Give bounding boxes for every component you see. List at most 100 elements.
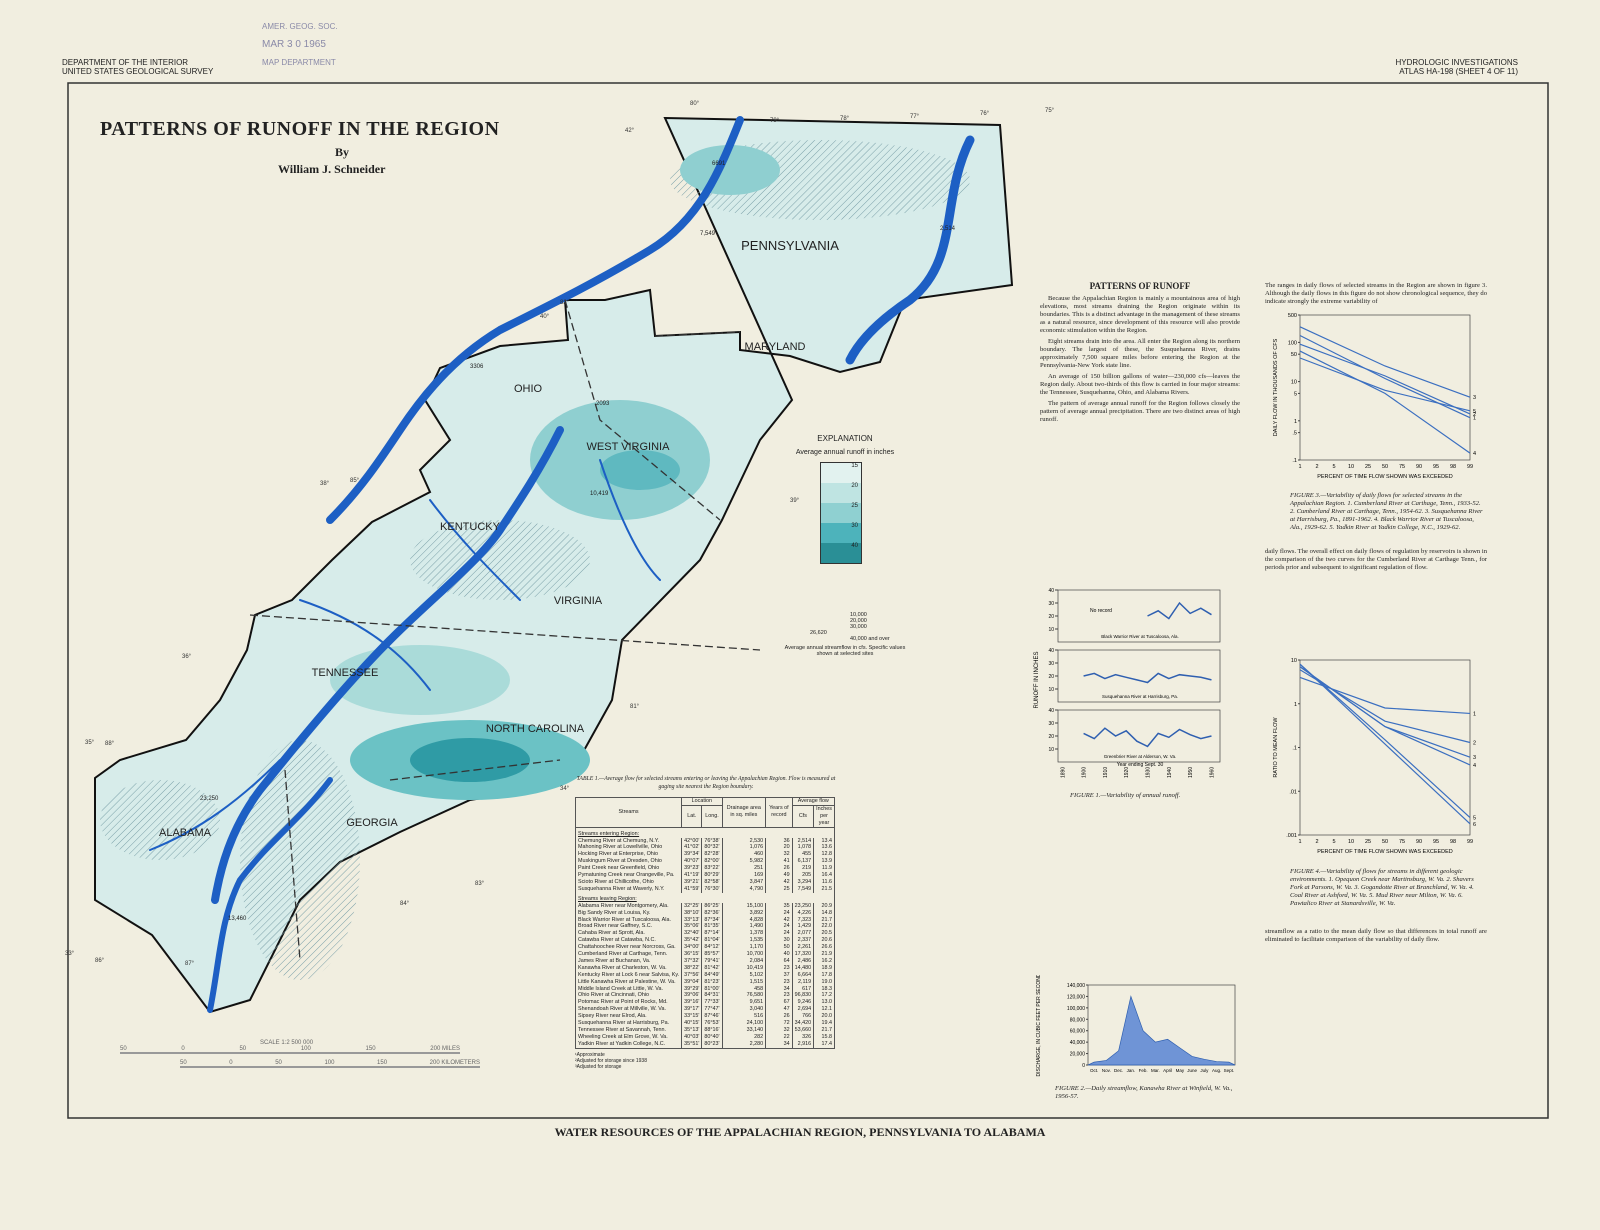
cell: 88°16'	[701, 1027, 723, 1034]
graticule-label: 39°	[790, 498, 800, 504]
cell: 40°03'	[681, 1033, 702, 1041]
cell: 39°04'	[681, 978, 702, 986]
cell: 40	[765, 951, 793, 958]
graticule-label: 35°	[85, 740, 95, 746]
scale-tick: 50	[239, 1046, 247, 1052]
cell: 87°14'	[701, 930, 723, 938]
legend-class: 15	[821, 463, 861, 483]
cell: 18.3	[813, 985, 835, 993]
header: Inches per year	[813, 804, 835, 828]
cell: 1,078	[791, 844, 814, 852]
table-notes: ¹Approximate ²Adjusted for storage since …	[575, 1052, 837, 1070]
y-tick-label: 140,000	[1067, 983, 1085, 989]
cell: 80°23'	[701, 1040, 723, 1049]
x-tick-label: Jan.	[1127, 1068, 1136, 1073]
cell: 2,077	[791, 930, 814, 938]
graticule-label: 81°	[630, 704, 640, 710]
cell: 2,261	[791, 944, 814, 952]
cell: Chemung River at Chemung, N.Y.	[578, 837, 660, 844]
cell: 32	[765, 851, 793, 859]
x-tick-label: June	[1187, 1068, 1197, 1073]
cell: 77°47'	[701, 1006, 723, 1014]
stamp-line: MAR 3 0 1965	[262, 39, 326, 50]
cell: 169	[721, 872, 766, 879]
table-row: Shenandoah River at Millville, W. Va. 39°…	[576, 1006, 835, 1014]
cell: 20.6	[813, 937, 835, 945]
cell: Ohio River at Cincinnati, Ohio	[578, 992, 650, 999]
cell: 282	[721, 1033, 766, 1041]
cell: 13.4	[813, 837, 835, 845]
x-tick-label: Sept.	[1224, 1068, 1235, 1073]
x-tick-label: 95	[1433, 839, 1439, 845]
cell: 67	[765, 999, 793, 1007]
cell: Cumberland River at Carthage, Tenn.	[578, 951, 668, 958]
x-tick-label: 1940	[1167, 767, 1173, 778]
x-tick-label: 75	[1399, 464, 1405, 470]
cell: Alabama River near Montgomery, Ala.	[578, 902, 669, 909]
neatline	[67, 82, 1549, 1119]
cell: 15,100	[721, 902, 766, 910]
cell: 617	[791, 985, 814, 993]
graticule-label: 84°	[400, 901, 410, 907]
graticule-label: 33°	[65, 951, 75, 957]
cell: 3,892	[721, 909, 766, 917]
cell: 10,700	[721, 951, 766, 958]
paragraphs: Because the Appalachian Region is mainly…	[1040, 295, 1240, 424]
y-axis-label: RUNOFF IN INCHES	[1034, 652, 1040, 709]
cell: 23	[765, 964, 793, 972]
y-tick-label: 40,000	[1070, 1040, 1086, 1046]
cell: 53,660	[791, 1027, 814, 1034]
curve-label: 1	[1473, 416, 1476, 422]
cell: 26	[765, 865, 793, 873]
cell: 21.7	[813, 1027, 835, 1034]
header: Streams	[574, 797, 683, 828]
author: William J. Schneider	[278, 162, 386, 176]
table-row: Alabama River near Montgomery, Ala. 32°25…	[576, 902, 835, 910]
table-row: Little Kanawha River at Palestine, W. Va…	[576, 978, 835, 986]
table-row: Kanawha River at Charleston, W. Va. 38°22…	[576, 964, 835, 972]
state-label: OHIO	[514, 383, 543, 395]
x-axis-label: PERCENT OF TIME FLOW SHOWN WAS EXCEEDED	[1317, 849, 1453, 855]
curve-label: 2	[1473, 412, 1476, 418]
y-tick-label: 60,000	[1070, 1029, 1086, 1035]
curve-label: 4	[1473, 763, 1476, 769]
y-axis-label: DAILY FLOW IN THOUSANDS OF CFS	[1273, 338, 1279, 436]
discharge-area	[1087, 995, 1236, 1066]
y-tick-label: 30	[1048, 661, 1054, 667]
state-label: MARYLAND	[745, 341, 806, 353]
cell: 40°15'	[681, 1020, 702, 1027]
cell: 2,514	[791, 837, 814, 845]
x-tick-label: Oct.	[1090, 1068, 1098, 1073]
y-tick-label: 40	[1048, 708, 1054, 714]
cell: 36	[765, 837, 793, 845]
scale-tick: 50	[275, 1060, 282, 1066]
cell: 13.0	[813, 999, 835, 1007]
cell: 3,294	[791, 878, 814, 886]
note: ²Adjusted for storage since 1938	[575, 1057, 647, 1064]
cell: Sipsey River near Elrod, Ala.	[578, 1013, 647, 1020]
cell: 2,486	[791, 957, 814, 965]
runoff-zones	[330, 145, 780, 800]
y-tick-label: 80,000	[1070, 1017, 1086, 1023]
table-block: TABLE 1.—Average flow for selected strea…	[574, 775, 837, 1070]
cell: 2,119	[791, 978, 814, 986]
graticule-label: 88°	[105, 741, 115, 747]
legend-label: 40	[851, 543, 858, 549]
cell: 81°35'	[701, 923, 723, 931]
paragraph: streamflow as a ratio to the mean daily …	[1265, 928, 1487, 943]
scale-tick: 0	[229, 1060, 233, 1066]
cell: 80°32'	[701, 844, 723, 852]
duration-curve	[1299, 334, 1471, 419]
cell: 16.2	[813, 957, 835, 965]
cell: 81°23'	[701, 978, 723, 986]
curve-label: 1	[1473, 711, 1476, 717]
y-tick-label: 10	[1048, 747, 1054, 753]
scale-tick: 0	[181, 1046, 185, 1052]
cell: Black Warrior River at Tuscaloosa, Ala.	[578, 916, 671, 923]
flow-label: 26,620	[810, 630, 827, 636]
graticule-label: 34°	[560, 786, 570, 792]
figure-caption: FIGURE 1.—Variability of annual runoff.	[1070, 792, 1181, 799]
cell: 32	[765, 1027, 793, 1034]
cell: Shenandoah River at Millville, W. Va.	[578, 1006, 666, 1013]
cell: Susquehanna River at Waverly, N.Y.	[578, 885, 665, 892]
